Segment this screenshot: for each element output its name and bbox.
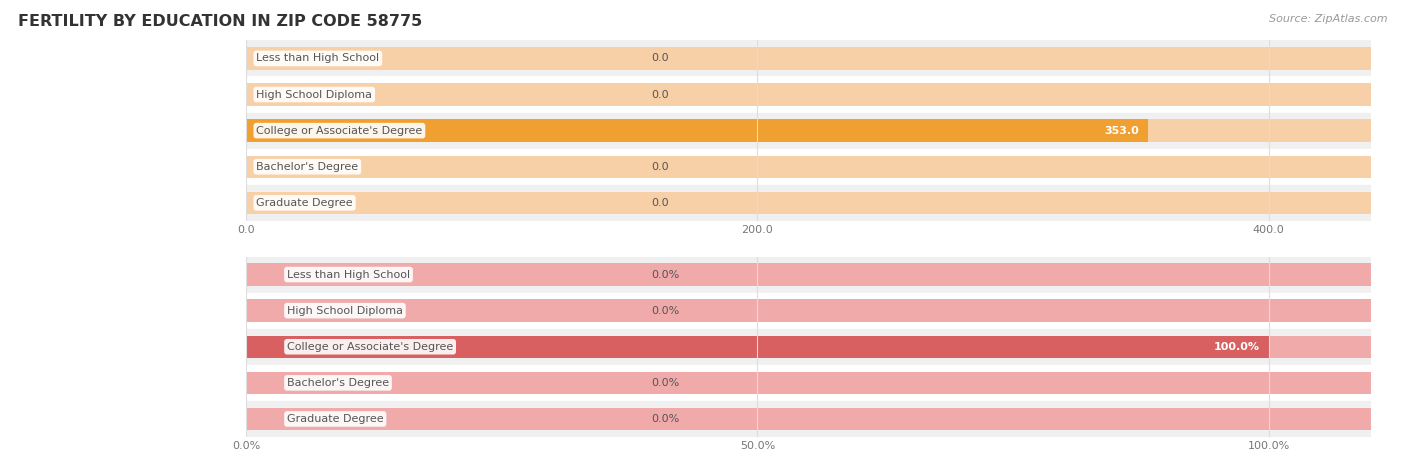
Bar: [246, 40, 1371, 76]
Text: FERTILITY BY EDUCATION IN ZIP CODE 58775: FERTILITY BY EDUCATION IN ZIP CODE 58775: [18, 14, 423, 29]
Text: College or Associate's Degree: College or Associate's Degree: [287, 342, 453, 352]
Bar: [246, 408, 1371, 430]
Bar: [246, 293, 1371, 329]
Text: 0.0%: 0.0%: [651, 305, 679, 316]
Text: College or Associate's Degree: College or Associate's Degree: [256, 125, 423, 136]
Text: 0.0: 0.0: [651, 89, 669, 100]
Bar: [246, 113, 1371, 149]
Text: Less than High School: Less than High School: [256, 53, 380, 64]
Text: 0.0: 0.0: [651, 162, 669, 172]
Text: 0.0: 0.0: [651, 198, 669, 208]
Bar: [246, 47, 1371, 70]
Bar: [246, 155, 1371, 178]
Bar: [246, 191, 1371, 214]
Text: Less than High School: Less than High School: [287, 269, 411, 280]
Bar: [246, 335, 1268, 358]
Text: 100.0%: 100.0%: [1213, 342, 1260, 352]
Bar: [246, 119, 1371, 142]
Bar: [246, 119, 1149, 142]
Text: High School Diploma: High School Diploma: [287, 305, 404, 316]
Bar: [246, 371, 1371, 394]
Text: Graduate Degree: Graduate Degree: [256, 198, 353, 208]
Bar: [246, 335, 1371, 358]
Bar: [246, 76, 1371, 113]
Text: Bachelor's Degree: Bachelor's Degree: [287, 378, 389, 388]
Text: 0.0%: 0.0%: [651, 269, 679, 280]
Bar: [246, 365, 1371, 401]
Bar: [246, 256, 1371, 293]
Text: 0.0%: 0.0%: [651, 414, 679, 424]
Bar: [246, 83, 1371, 106]
Bar: [246, 329, 1371, 365]
Text: 353.0: 353.0: [1105, 125, 1139, 136]
Bar: [246, 401, 1371, 437]
Bar: [246, 263, 1371, 286]
Text: Bachelor's Degree: Bachelor's Degree: [256, 162, 359, 172]
Bar: [246, 299, 1371, 322]
Bar: [246, 185, 1371, 221]
Text: Graduate Degree: Graduate Degree: [287, 414, 384, 424]
Text: 0.0: 0.0: [651, 53, 669, 64]
Text: High School Diploma: High School Diploma: [256, 89, 373, 100]
Bar: [246, 149, 1371, 185]
Text: Source: ZipAtlas.com: Source: ZipAtlas.com: [1270, 14, 1388, 24]
Text: 0.0%: 0.0%: [651, 378, 679, 388]
